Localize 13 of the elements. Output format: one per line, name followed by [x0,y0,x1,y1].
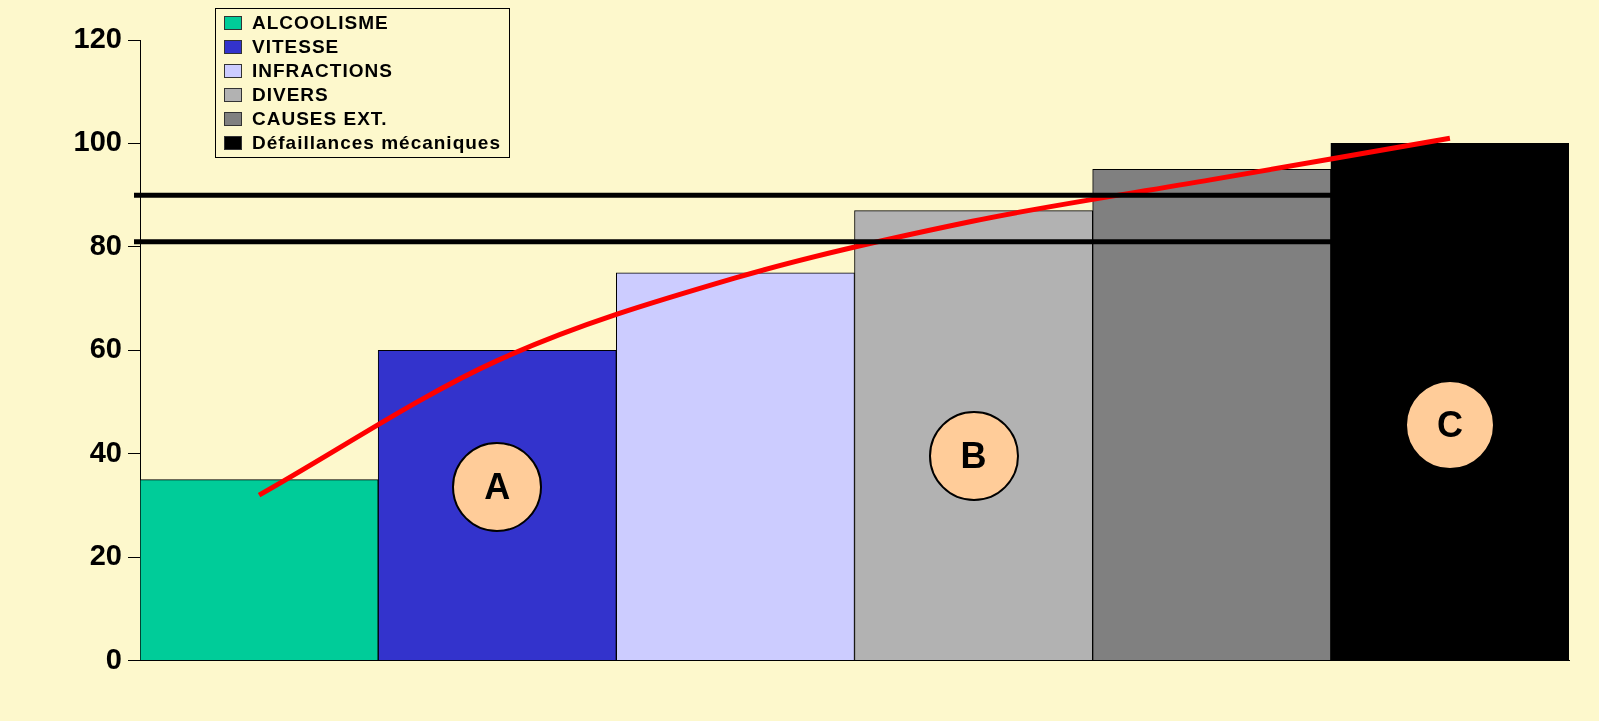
legend-label: VITESSE [252,36,340,58]
y-tick-label: 120 [73,22,122,54]
y-tick-label: 60 [89,332,122,365]
y-tick-label: 100 [73,125,122,158]
y-tick-label: 40 [89,435,122,468]
legend-label: CAUSES EXT. [252,108,388,130]
legend-label: ALCOOLISME [252,12,389,34]
legend-label: Défaillances mécaniques [252,132,501,154]
legend-label: DIVERS [252,84,329,106]
y-tick-label: 20 [89,539,122,572]
y-tick-label: 80 [89,228,122,261]
y-tick-label: 0 [105,642,122,675]
legend-label: INFRACTIONS [252,60,393,82]
